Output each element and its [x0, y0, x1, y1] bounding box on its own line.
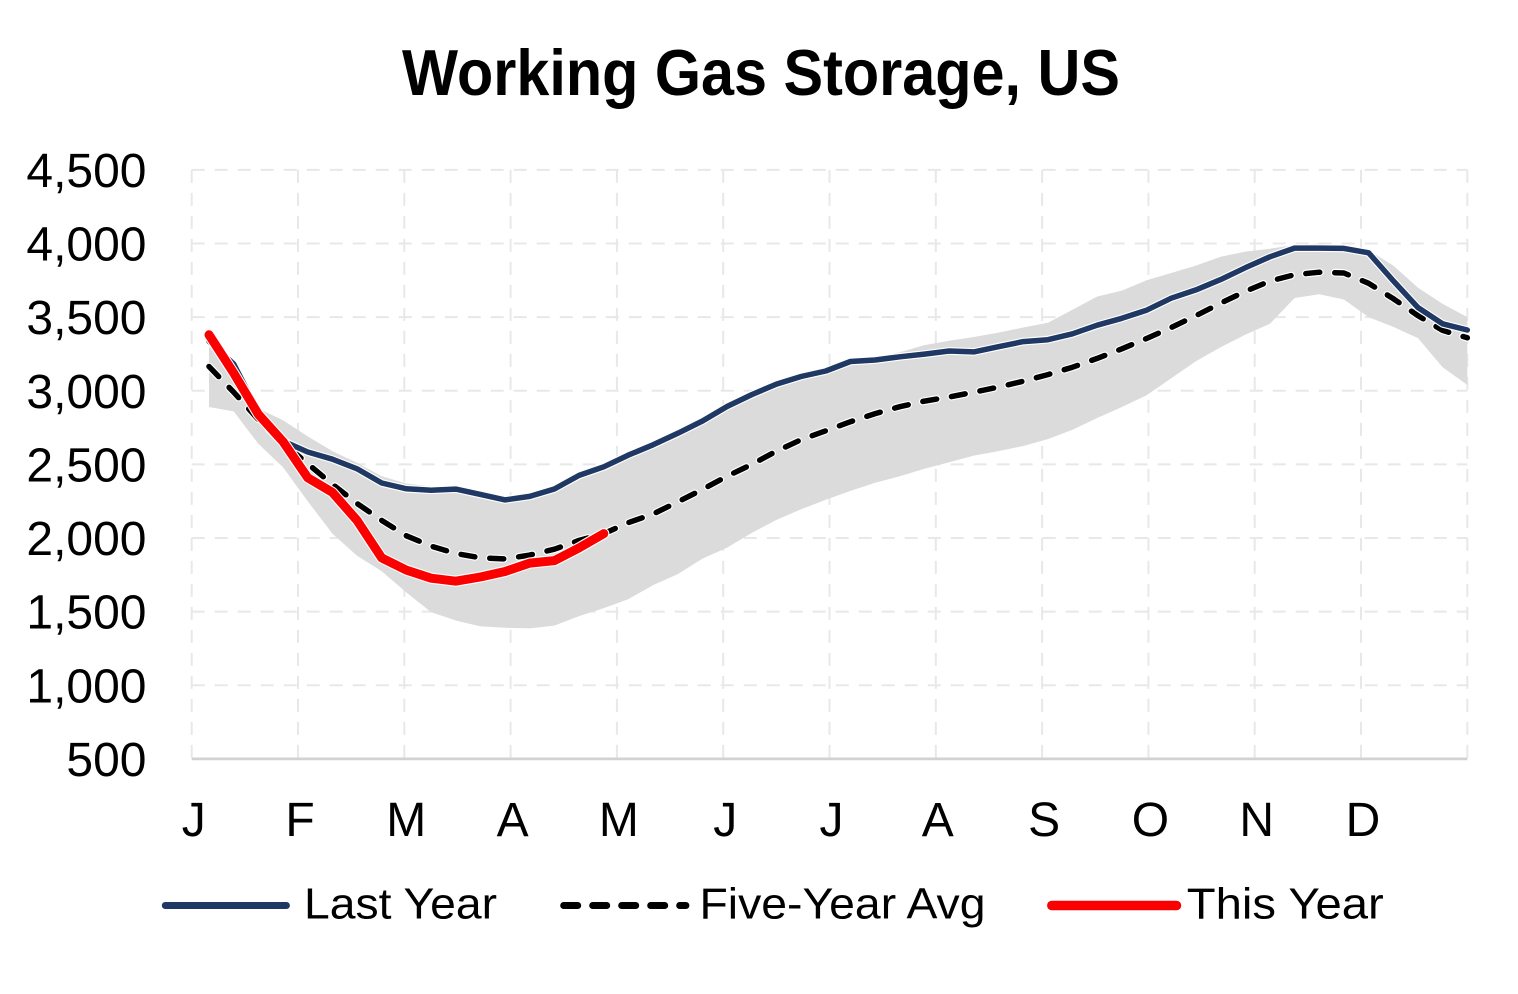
svg-text:Five-Year Avg: Five-Year Avg — [700, 880, 986, 929]
svg-text:J: J — [820, 794, 844, 847]
svg-text:4,500: 4,500 — [26, 145, 146, 198]
svg-text:J: J — [713, 794, 737, 847]
svg-text:M: M — [599, 794, 639, 847]
svg-text:1,500: 1,500 — [26, 587, 146, 640]
svg-text:Last Year: Last Year — [304, 880, 497, 929]
svg-text:S: S — [1028, 794, 1060, 847]
svg-text:F: F — [285, 794, 314, 847]
svg-text:D: D — [1346, 794, 1381, 847]
svg-text:This Year: This Year — [1187, 880, 1384, 929]
svg-text:J: J — [182, 794, 206, 847]
svg-text:Working Gas Storage, US: Working Gas Storage, US — [402, 36, 1120, 109]
svg-text:4,000: 4,000 — [26, 219, 146, 272]
svg-text:M: M — [386, 794, 426, 847]
svg-text:2,500: 2,500 — [26, 439, 146, 492]
svg-text:3,500: 3,500 — [26, 292, 146, 345]
svg-text:N: N — [1239, 794, 1274, 847]
svg-text:A: A — [922, 794, 954, 847]
svg-text:A: A — [497, 794, 529, 847]
svg-text:500: 500 — [66, 734, 146, 787]
svg-text:2,000: 2,000 — [26, 513, 146, 566]
svg-text:1,000: 1,000 — [26, 660, 146, 713]
svg-text:3,000: 3,000 — [26, 366, 146, 419]
svg-text:O: O — [1132, 794, 1169, 847]
